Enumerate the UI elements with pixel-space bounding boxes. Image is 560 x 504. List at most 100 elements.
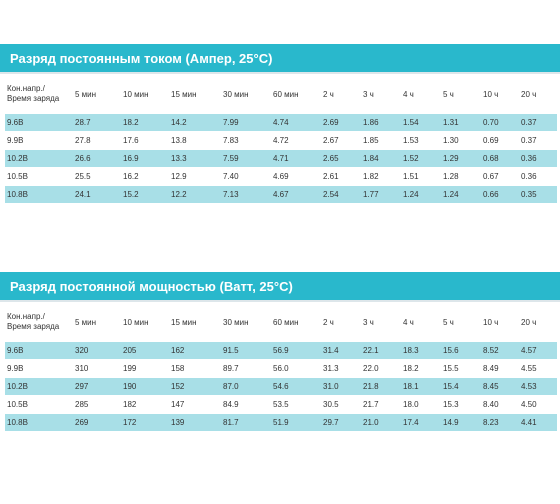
table-cell: 0.36: [519, 149, 557, 168]
column-header: 5 ч: [443, 89, 454, 99]
table-cell: 21.0: [361, 413, 401, 432]
table-cell: 27.8: [73, 131, 121, 150]
table-cell: 22.1: [361, 342, 401, 360]
table-cell: 310: [73, 359, 121, 378]
table-cell: 1.86: [361, 114, 401, 132]
table-cell: 162: [169, 342, 221, 360]
table-cell: 31.4: [321, 342, 361, 360]
table-cell: 4.71: [271, 149, 321, 168]
table-cell: 2.54: [321, 185, 361, 204]
column-header: 3 ч: [363, 89, 374, 99]
row-voltage-label: 10.2В: [5, 377, 73, 396]
table-cell: 172: [121, 413, 169, 432]
table-cell: 30.5: [321, 395, 361, 414]
table-row: 9.9В 310 199 158 89.7 56.0 31.3 22.0 18.2 15.5 8.4…: [5, 359, 557, 378]
table-cell: 12.9: [169, 167, 221, 186]
power-table-title: Разряд постоянной мощностью (Ватт, 25°C): [0, 272, 560, 302]
row-voltage-label: 9.9В: [5, 359, 73, 378]
table-cell: 2.67: [321, 131, 361, 150]
column-header: 5 ч: [443, 317, 454, 327]
table-row: 9.6В 28.7 18.2 14.2 7.99 4.74 2.69 1.86 1.54 1.31…: [5, 114, 557, 132]
table-cell: 1.82: [361, 167, 401, 186]
table-cell: 18.2: [401, 359, 441, 378]
table-cell: 13.8: [169, 131, 221, 150]
table-cell: 205: [121, 342, 169, 360]
table-cell: 26.6: [73, 149, 121, 168]
table-cell: 1.85: [361, 131, 401, 150]
table-cell: 56.9: [271, 342, 321, 360]
table-cell: 4.69: [271, 167, 321, 186]
row-voltage-label: 9.9В: [5, 131, 73, 150]
column-header: 10 мин: [123, 317, 149, 327]
table-header-row: Кон.напр./Время заряда 5 мин 10 мин 15 м…: [5, 74, 557, 114]
column-header: 3 ч: [363, 317, 374, 327]
table-cell: 1.77: [361, 185, 401, 204]
table-cell: 31.0: [321, 377, 361, 396]
table-cell: 1.30: [441, 131, 481, 150]
column-header: 60 мин: [273, 317, 299, 327]
table-cell: 0.37: [519, 131, 557, 150]
table-cell: 2.61: [321, 167, 361, 186]
header-voltage-time: Кон.напр./Время заряда: [7, 312, 60, 331]
table-cell: 199: [121, 359, 169, 378]
table-cell: 269: [73, 413, 121, 432]
table-cell: 4.50: [519, 395, 557, 414]
table-cell: 7.99: [221, 114, 271, 132]
table-cell: 0.36: [519, 167, 557, 186]
table-cell: 0.70: [481, 114, 519, 132]
table-cell: 14.2: [169, 114, 221, 132]
table-cell: 1.84: [361, 149, 401, 168]
table-cell: 147: [169, 395, 221, 414]
row-voltage-label: 9.6В: [5, 114, 73, 132]
table-cell: 1.51: [401, 167, 441, 186]
table-cell: 21.7: [361, 395, 401, 414]
table-cell: 84.9: [221, 395, 271, 414]
table-cell: 4.74: [271, 114, 321, 132]
table-cell: 2.65: [321, 149, 361, 168]
table-cell: 0.69: [481, 131, 519, 150]
table-cell: 31.3: [321, 359, 361, 378]
table-cell: 297: [73, 377, 121, 396]
table-row: 9.9В 27.8 17.6 13.8 7.83 4.72 2.67 1.85 1.53 1.30…: [5, 131, 557, 150]
column-header: 20 ч: [521, 89, 537, 99]
table-cell: 152: [169, 377, 221, 396]
table-cell: 15.5: [441, 359, 481, 378]
table-cell: 0.67: [481, 167, 519, 186]
power-discharge-section: Разряд постоянной мощностью (Ватт, 25°C)…: [0, 272, 560, 432]
table-cell: 8.49: [481, 359, 519, 378]
table-cell: 139: [169, 413, 221, 432]
row-voltage-label: 9.6В: [5, 342, 73, 360]
table-row: 10.2В 297 190 152 87.0 54.6 31.0 21.8 18.1 15.4 8.…: [5, 377, 557, 396]
table-cell: 22.0: [361, 359, 401, 378]
table-cell: 53.5: [271, 395, 321, 414]
table-cell: 0.37: [519, 114, 557, 132]
row-voltage-label: 10.8В: [5, 185, 73, 204]
table-cell: 4.55: [519, 359, 557, 378]
column-header: 30 мин: [223, 317, 249, 327]
table-row: 9.6В 320 205 162 91.5 56.9 31.4 22.1 18.3 15.6 8.5…: [5, 342, 557, 360]
row-voltage-label: 10.5В: [5, 167, 73, 186]
table-row: 10.5В 25.5 16.2 12.9 7.40 4.69 2.61 1.82 1.51 1.2…: [5, 167, 557, 186]
table-cell: 2.69: [321, 114, 361, 132]
column-header: 2 ч: [323, 89, 334, 99]
table-cell: 87.0: [221, 377, 271, 396]
table-cell: 8.23: [481, 413, 519, 432]
table-cell: 1.24: [401, 185, 441, 204]
column-header: 10 ч: [483, 89, 499, 99]
table-cell: 91.5: [221, 342, 271, 360]
table-cell: 1.24: [441, 185, 481, 204]
table-cell: 18.1: [401, 377, 441, 396]
table-cell: 17.4: [401, 413, 441, 432]
row-voltage-label: 10.5В: [5, 395, 73, 414]
table-cell: 4.72: [271, 131, 321, 150]
table-cell: 54.6: [271, 377, 321, 396]
table-cell: 21.8: [361, 377, 401, 396]
table-cell: 56.0: [271, 359, 321, 378]
column-header: 4 ч: [403, 317, 414, 327]
column-header: 10 ч: [483, 317, 499, 327]
table-cell: 12.2: [169, 185, 221, 204]
table-cell: 1.29: [441, 149, 481, 168]
table-cell: 8.40: [481, 395, 519, 414]
table-cell: 29.7: [321, 413, 361, 432]
table-cell: 15.2: [121, 185, 169, 204]
